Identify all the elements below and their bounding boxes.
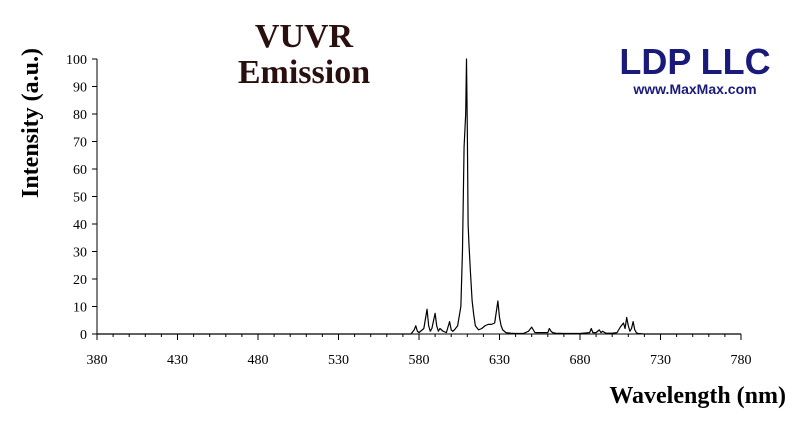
x-axis-title: Wavelength (nm)	[609, 383, 786, 409]
x-tick-label: 580	[409, 353, 430, 368]
x-tick-label: 630	[489, 353, 510, 368]
x-axis-ticks: 380 430 480 530 580 630 680 730 780	[87, 334, 752, 368]
y-axis-title: Intensity (a.u.)	[18, 48, 44, 198]
x-axis-minor-ticks	[112, 334, 726, 337]
x-tick-label: 430	[167, 353, 188, 368]
y-tick-label: 100	[66, 53, 87, 68]
y-tick-label: 10	[73, 301, 87, 316]
chart-title-line-2: Emission	[238, 54, 370, 91]
x-tick-label: 530	[328, 353, 349, 368]
brand-logo-text: LDP LLC	[619, 41, 770, 82]
y-axis-ticks: 0 10 20 30 40 50 60 70 80 90 100	[66, 53, 97, 343]
chart-title-line-1: VUVR	[255, 18, 354, 55]
y-tick-label: 50	[73, 191, 87, 206]
y-tick-label: 0	[80, 328, 87, 343]
series-line-emission	[97, 58, 741, 335]
y-tick-label: 40	[73, 218, 87, 233]
y-tick-label: 20	[73, 273, 87, 288]
x-tick-label: 680	[570, 353, 591, 368]
x-tick-label: 730	[650, 353, 671, 368]
y-tick-label: 60	[73, 163, 87, 178]
y-tick-label: 90	[73, 81, 87, 96]
y-tick-label: 80	[73, 108, 87, 123]
y-tick-label: 70	[73, 136, 87, 151]
x-tick-label: 780	[731, 353, 752, 368]
y-tick-label: 30	[73, 246, 87, 261]
x-tick-label: 380	[87, 353, 108, 368]
brand-url: www.MaxMax.com	[632, 81, 756, 97]
x-tick-label: 480	[248, 353, 269, 368]
